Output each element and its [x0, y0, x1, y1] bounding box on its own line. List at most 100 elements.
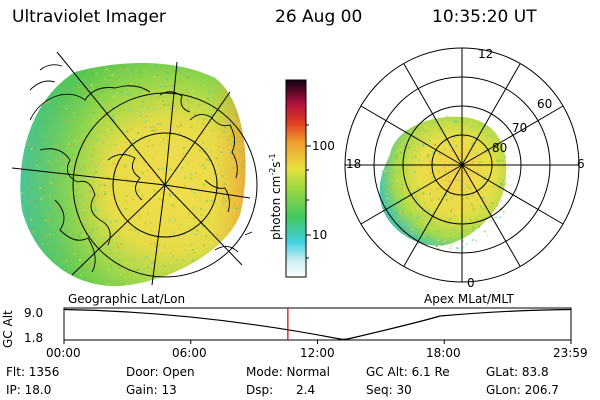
speckle-dot	[159, 85, 162, 88]
info-gc-alt: GC Alt: 6.1 Re	[366, 365, 450, 379]
speckle-dot	[108, 74, 111, 77]
speckle-dot	[113, 180, 116, 183]
speckle-dot	[85, 195, 88, 198]
speckle-dot	[495, 216, 498, 219]
speckle-dot	[75, 189, 78, 192]
speckle-dot	[86, 98, 89, 101]
speckle-dot	[110, 265, 113, 268]
speckle-dot	[433, 121, 435, 124]
speckle-dot	[483, 230, 486, 233]
speckle-dot	[178, 132, 181, 135]
speckle-dot	[220, 212, 223, 215]
speckle-dot	[198, 259, 200, 262]
speckle-dot	[141, 194, 144, 197]
speckle-dot	[129, 144, 132, 146]
speckle-dot	[410, 228, 413, 231]
speckle-dot	[28, 199, 31, 202]
speckle-dot	[150, 63, 153, 66]
speckle-dot	[449, 218, 452, 221]
speckle-dot	[176, 82, 179, 85]
speckle-dot	[33, 147, 36, 150]
speckle-dot	[210, 113, 213, 116]
speckle-dot	[490, 216, 493, 219]
speckle-dot	[419, 166, 422, 169]
speckle-dot	[166, 135, 169, 137]
speckle-dot	[53, 125, 56, 128]
speckle-dot	[425, 130, 428, 133]
speckle-dot	[163, 103, 166, 106]
speckle-dot	[212, 161, 215, 164]
speckle-dot	[91, 192, 94, 195]
speckle-dot	[399, 198, 402, 201]
speckle-dot	[128, 71, 131, 74]
speckle-dot	[94, 249, 97, 252]
aurora-image-geo-edge	[20, 62, 246, 287]
speckle-dot	[235, 207, 238, 210]
speckle-dot	[473, 122, 476, 125]
speckle-dot	[478, 161, 481, 164]
speckle-dot	[462, 246, 465, 249]
speckle-dot	[192, 259, 195, 262]
speckle-dot	[190, 178, 193, 180]
speckle-dot	[154, 156, 157, 159]
speckle-dot	[23, 164, 26, 167]
speckle-dot	[93, 201, 96, 204]
speckle-dot	[207, 158, 210, 161]
speckle-dot	[93, 172, 96, 175]
speckle-dot	[411, 208, 414, 210]
speckle-dot	[110, 128, 113, 131]
speckle-dot	[483, 178, 486, 181]
speckle-dot	[187, 217, 190, 220]
speckle-dot	[403, 189, 406, 192]
speckle-dot	[183, 136, 186, 139]
altitude-xtick-2: 12:00	[300, 346, 335, 360]
speckle-dot	[467, 174, 470, 177]
speckle-dot	[176, 125, 179, 128]
speckle-dot	[95, 127, 98, 130]
speckle-dot	[179, 123, 182, 126]
speckle-dot	[188, 213, 191, 216]
speckle-dot	[396, 145, 399, 147]
speckle-dot	[113, 200, 116, 203]
speckle-dot	[40, 161, 43, 163]
speckle-dot	[496, 159, 499, 162]
speckle-dot	[112, 95, 115, 98]
speckle-dot	[471, 142, 474, 144]
coastlines	[29, 64, 253, 273]
speckle-dot	[229, 198, 232, 201]
speckle-dot	[472, 226, 475, 228]
speckle-dot	[146, 145, 149, 148]
speckle-dot	[414, 155, 417, 158]
speckle-dot	[108, 76, 111, 79]
speckle-dot	[107, 116, 110, 119]
speckle-dot	[472, 229, 474, 232]
speckle-dot	[182, 103, 185, 106]
speckle-dot	[107, 106, 110, 109]
speckle-dot	[115, 116, 118, 119]
speckle-dot	[151, 130, 154, 132]
speckle-dot	[413, 171, 416, 174]
speckle-dot	[419, 185, 422, 188]
speckle-dot	[442, 136, 444, 139]
speckle-dot	[146, 169, 149, 172]
speckle-dot	[160, 198, 163, 201]
speckle-dot	[419, 231, 422, 234]
speckle-dot	[126, 206, 129, 209]
speckle-dot	[425, 169, 428, 172]
speckle-dot	[429, 173, 432, 176]
speckle-dot	[177, 237, 180, 240]
speckle-dot	[27, 127, 30, 129]
speckle-dot	[84, 88, 87, 91]
speckle-dot	[428, 192, 431, 195]
speckle-dot	[60, 108, 62, 111]
speckle-dot	[43, 102, 46, 105]
speckle-dot	[476, 177, 478, 179]
speckle-dot	[221, 175, 224, 177]
speckle-dot	[60, 263, 63, 266]
speckle-dot	[455, 179, 458, 182]
info-gain: Gain: 13	[126, 383, 177, 397]
info-ip: IP: 18.0	[6, 383, 52, 397]
speckle-dot	[430, 183, 433, 186]
speckle-dot	[205, 261, 208, 264]
speckle-dot	[82, 233, 85, 236]
